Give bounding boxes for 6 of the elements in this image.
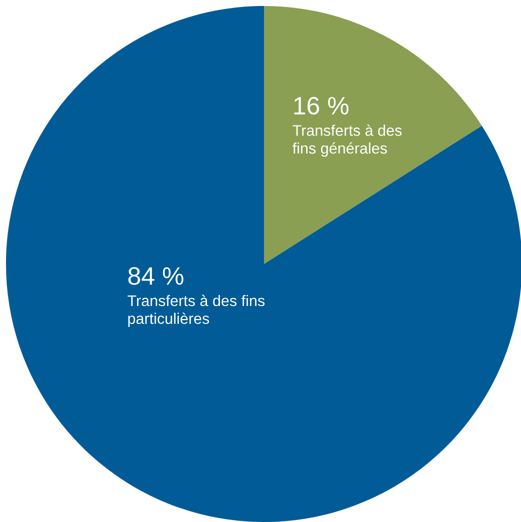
slice-label: Transferts à des fins générales [292, 124, 402, 157]
pie-slice [264, 6, 482, 264]
slice-label: Transferts à des fins particulières [128, 294, 265, 327]
data-label: 16 % [294, 96, 348, 115]
pie-slice [6, 6, 521, 522]
data-label: 84 % [128, 267, 184, 285]
